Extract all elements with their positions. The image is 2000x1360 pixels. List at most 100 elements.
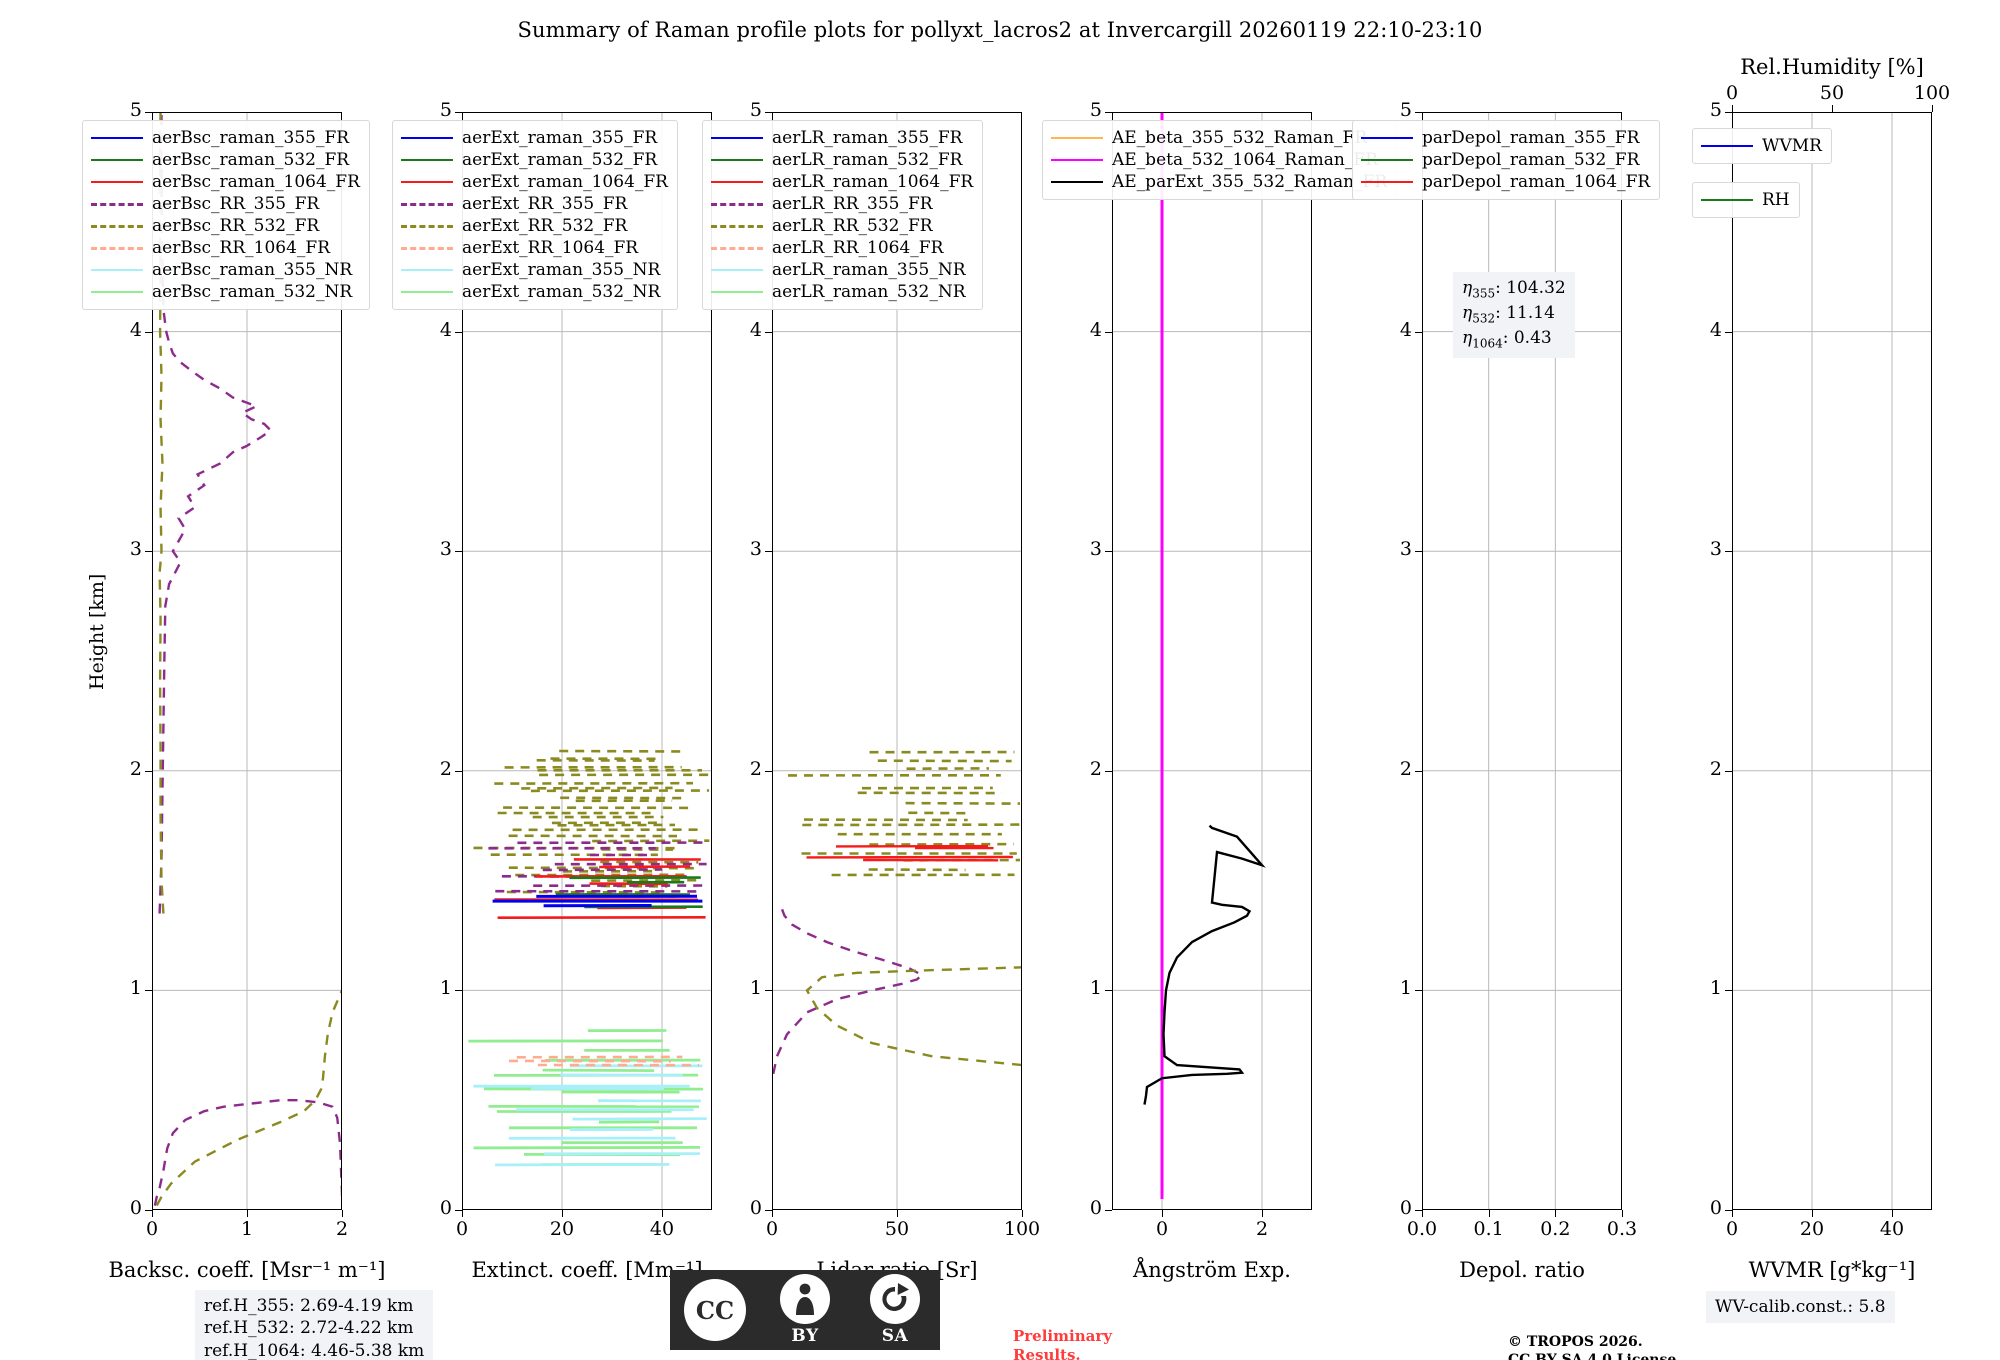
legend-item[interactable]: aerLR_RR_1064_FR <box>711 237 973 259</box>
axis-frame-depolarization <box>1422 112 1622 1210</box>
legend-item[interactable]: AE_beta_532_1064_Raman_FR <box>1051 149 1387 171</box>
legend-label: aerBsc_raman_532_NR <box>152 282 353 302</box>
y-tick-mark <box>145 990 152 992</box>
legend-swatch <box>1051 127 1112 149</box>
legend-backscatter[interactable]: aerBsc_raman_355_FR aerBsc_raman_532_FR ae… <box>82 120 370 310</box>
legend-item[interactable]: AE_parExt_355_532_Raman_FR <box>1051 171 1387 193</box>
legend-line-icon <box>1361 137 1413 139</box>
legend-label: aerExt_RR_532_FR <box>462 216 628 236</box>
series-group <box>1143 112 1266 1200</box>
legend-item[interactable]: aerLR_RR_532_FR <box>711 215 973 237</box>
legend-lidar-ratio[interactable]: aerLR_raman_355_FR aerLR_raman_532_FR aerL… <box>702 120 984 310</box>
legend-line-icon <box>91 246 143 250</box>
data-line <box>572 1117 707 1121</box>
legend-swatch <box>1361 127 1422 149</box>
legend-item[interactable]: aerBsc_RR_532_FR <box>91 215 360 237</box>
legend-item[interactable]: aerLR_raman_355_FR <box>711 127 973 149</box>
x-axis-label-wvmr-rh: WVMR [g*kg⁻¹] <box>1748 1258 1916 1282</box>
legend-item[interactable]: aerExt_raman_355_NR <box>401 259 668 281</box>
y-tick-label: 2 <box>749 757 762 780</box>
legend-item[interactable]: parDepol_raman_1064_FR <box>1361 171 1650 193</box>
legend-label: aerLR_raman_532_FR <box>772 150 963 170</box>
legend-line-icon <box>1051 159 1103 161</box>
legend-line-icon <box>711 202 763 206</box>
x-tick-mark <box>1488 1210 1490 1217</box>
legend-item[interactable]: aerBsc_raman_532_NR <box>91 281 360 303</box>
cc-icon: CC <box>670 1270 760 1350</box>
x-tick-mark <box>662 1210 663 1217</box>
y-tick-mark <box>455 990 462 992</box>
top-x-tick-label: 0 <box>1725 82 1739 104</box>
y-tick-mark <box>1105 1210 1112 1211</box>
y-tick-label: 4 <box>129 318 142 341</box>
x-axis-label-extinction: Extinct. coeff. [Mm⁻¹] <box>471 1258 703 1282</box>
y-tick-mark <box>455 770 462 772</box>
legend-label: aerLR_RR_1064_FR <box>772 238 944 258</box>
y-tick-label: 1 <box>1399 977 1412 1000</box>
data-line <box>542 1068 655 1072</box>
legend-item[interactable]: aerLR_RR_355_FR <box>711 193 973 215</box>
legend-item[interactable]: aerLR_raman_1064_FR <box>711 171 973 193</box>
y-tick-label: 3 <box>1709 538 1722 561</box>
x-tick-label: 0.0 <box>1406 1218 1438 1240</box>
y-tick-label: 3 <box>129 538 142 561</box>
legend-line-icon <box>1701 145 1753 147</box>
legend-depolarization[interactable]: parDepol_raman_355_FR parDepol_raman_532_… <box>1352 120 1661 200</box>
data-line <box>506 890 664 894</box>
y-tick-label: 2 <box>1399 757 1412 780</box>
y-tick-label: 0 <box>1399 1197 1412 1219</box>
y-tick-label: 5 <box>749 99 762 121</box>
y-tick-mark <box>1105 551 1112 553</box>
legend-item[interactable]: aerExt_raman_1064_FR <box>401 171 668 193</box>
legend-line-icon <box>1701 199 1753 201</box>
y-tick-label: 0 <box>129 1197 142 1219</box>
legend-item[interactable]: aerExt_RR_355_FR <box>401 193 668 215</box>
legend-item[interactable]: aerExt_raman_355_FR <box>401 127 668 149</box>
legend-item[interactable]: aerBsc_raman_355_NR <box>91 259 360 281</box>
legend-swatch <box>711 127 772 149</box>
y-tick-label: 3 <box>749 538 762 561</box>
data-line <box>591 878 701 882</box>
legend-item[interactable]: aerBsc_raman_532_FR <box>91 149 360 171</box>
legend-item[interactable]: RH <box>1701 189 1790 211</box>
legend-wvmr-rh[interactable]: RH <box>1692 182 1800 218</box>
cc-by-icon: BY <box>760 1270 850 1350</box>
legend-item[interactable]: aerBsc_RR_355_FR <box>91 193 360 215</box>
legend-item[interactable]: parDepol_raman_532_FR <box>1361 149 1650 171</box>
legend-swatch <box>711 193 772 215</box>
data-line <box>559 749 686 753</box>
legend-item[interactable]: aerBsc_raman_1064_FR <box>91 171 360 193</box>
legend-item[interactable]: aerLR_raman_355_NR <box>711 259 973 281</box>
legend-item[interactable]: aerBsc_raman_355_FR <box>91 127 360 149</box>
legend-swatch <box>91 149 152 171</box>
legend-swatch <box>1051 171 1112 193</box>
legend-line-icon <box>711 137 763 139</box>
legend-extinction[interactable]: aerExt_raman_355_FR aerExt_raman_532_FR ae… <box>392 120 678 310</box>
y-tick-label: 1 <box>1709 977 1722 1000</box>
legend-item[interactable]: parDepol_raman_355_FR <box>1361 127 1650 149</box>
copyright-note: © TROPOS 2026.CC BY SA 4.0 License. <box>1508 1333 1681 1360</box>
series-group <box>468 749 712 1167</box>
legend-item[interactable]: aerExt_raman_532_NR <box>401 281 668 303</box>
legend-item[interactable]: aerLR_raman_532_NR <box>711 281 973 303</box>
y-tick-label: 5 <box>1399 99 1412 121</box>
legend-angstrom[interactable]: AE_beta_355_532_Raman_FR AE_beta_532_1064… <box>1042 120 1398 200</box>
legend-wvmr-rh[interactable]: WVMR <box>1692 128 1832 164</box>
legend-item[interactable]: aerExt_RR_1064_FR <box>401 237 668 259</box>
preliminary-line: Results. <box>1013 1345 1081 1360</box>
legend-label: aerExt_raman_1064_FR <box>462 172 668 192</box>
legend-item[interactable]: aerBsc_RR_1064_FR <box>91 237 360 259</box>
legend-label: aerLR_RR_355_FR <box>772 194 933 214</box>
series-group <box>772 750 1022 1075</box>
y-tick-label: 3 <box>439 538 452 561</box>
y-tick-label: 1 <box>1089 977 1102 1000</box>
legend-item[interactable]: WVMR <box>1701 135 1822 157</box>
legend-label: aerLR_raman_355_NR <box>772 260 966 280</box>
legend-line-icon <box>91 269 143 271</box>
legend-item[interactable]: aerExt_raman_532_FR <box>401 149 668 171</box>
y-tick-mark <box>1725 990 1732 992</box>
legend-label: aerBsc_raman_1064_FR <box>152 172 360 192</box>
legend-item[interactable]: aerLR_raman_532_FR <box>711 149 973 171</box>
legend-item[interactable]: aerExt_RR_532_FR <box>401 215 668 237</box>
legend-item[interactable]: AE_beta_355_532_Raman_FR <box>1051 127 1387 149</box>
